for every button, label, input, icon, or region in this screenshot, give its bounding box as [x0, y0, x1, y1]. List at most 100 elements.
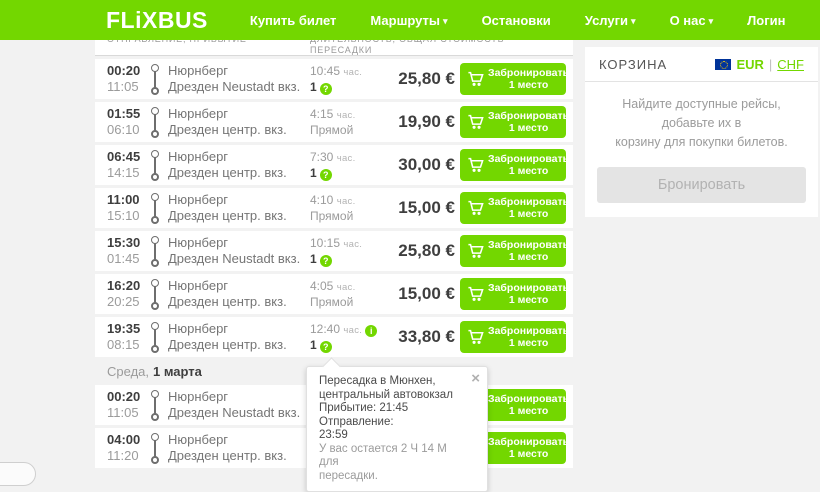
- from-station: Нюрнберг: [168, 149, 229, 164]
- arrival-time: 14:15: [107, 165, 140, 180]
- from-station: Нюрнберг: [168, 389, 229, 404]
- to-station: Дрезден Neustadt вкз.: [168, 79, 301, 94]
- to-station: Дрезден центр. вкз.: [168, 337, 287, 352]
- trip-price: 15,00 €: [398, 284, 455, 303]
- book-button[interactable]: Забронировать 1 место: [460, 149, 569, 181]
- arrival-time: 06:10: [107, 122, 140, 137]
- departure-time: 04:00: [107, 432, 141, 447]
- nav-buy-ticket[interactable]: Купить билет: [249, 12, 337, 28]
- duration: 10:45: [310, 63, 341, 78]
- arrival-time: 01:45: [107, 251, 140, 266]
- direct-label: Прямой: [310, 294, 354, 309]
- from-station: Нюрнберг: [168, 235, 229, 250]
- departure-time: 06:45: [107, 149, 141, 164]
- book-button[interactable]: Забронировать 1 место: [460, 63, 569, 95]
- to-station: Дрезден центр. вкз.: [168, 122, 287, 137]
- trip-price: 19,90 €: [398, 112, 455, 131]
- duration: 7:30: [310, 149, 334, 164]
- cart-icon: [468, 71, 484, 86]
- transfer-count: 1: [310, 79, 317, 94]
- info-icon[interactable]: i: [365, 324, 378, 337]
- duration: 10:15: [310, 235, 341, 250]
- column-header-departure: ОТПРАВЛЕНИЕ, ПРИБЫТИЕ: [107, 40, 310, 55]
- from-station: Нюрнберг: [168, 278, 229, 293]
- trip-price: 25,80 €: [398, 69, 455, 88]
- close-icon[interactable]: ×: [471, 370, 480, 387]
- trip-row: 00:20 11:05 Нюрнберг Дрезден Neustadt вкз.…: [95, 59, 573, 99]
- from-station: Нюрнберг: [168, 63, 229, 78]
- from-station: Нюрнберг: [168, 321, 229, 336]
- to-station: Дрезден центр. вкз.: [168, 165, 287, 180]
- transfer-count: 1: [310, 337, 317, 352]
- transfer-count: 1: [310, 165, 317, 180]
- trip-row: 01:55 06:10 Нюрнберг Дрезден центр. вкз. 4…: [95, 102, 573, 142]
- cart-icon: [468, 114, 484, 129]
- from-station: Нюрнберг: [168, 192, 229, 207]
- list-column-headers: ОТПРАВЛЕНИЕ, ПРИБЫТИЕ ДЛИТЕЛЬНОСТЬ, ОБЩА…: [95, 40, 573, 56]
- date-separator: Среда, 1 марта: [107, 363, 202, 379]
- topbar-right: Логин Ru ▾: [747, 12, 820, 28]
- book-button[interactable]: Забронировать 1 место: [460, 321, 569, 353]
- arrival-time: 11:20: [107, 448, 139, 463]
- chevron-down-icon: ▾: [631, 15, 636, 26]
- departure-time: 00:20: [107, 389, 141, 404]
- duration: 12:40: [310, 321, 341, 336]
- trip-price: 25,80 €: [398, 241, 455, 260]
- question-icon[interactable]: ?: [319, 254, 332, 267]
- login-button[interactable]: Логин: [747, 12, 786, 28]
- nav-services[interactable]: Услуги ▾: [584, 12, 636, 28]
- departure-time: 11:00: [107, 192, 140, 207]
- route-icon: [151, 236, 159, 267]
- route-icon: [151, 64, 159, 95]
- duration: 4:10: [310, 192, 334, 207]
- tooltip-schedule: Прибытие: 21:45 Отправление:: [319, 402, 409, 428]
- route-icon: [151, 390, 159, 421]
- cart-title: КОРЗИНА: [599, 57, 668, 72]
- book-button[interactable]: Забронировать 1 место: [460, 192, 569, 224]
- currency-eur[interactable]: EUR: [736, 57, 764, 72]
- route-icon: [151, 107, 159, 138]
- departure-time: 15:30: [107, 235, 141, 250]
- question-icon[interactable]: ?: [319, 340, 332, 353]
- transfer-count: 1: [310, 251, 317, 266]
- departure-time: 19:35: [107, 321, 141, 336]
- arrival-time: 11:05: [107, 79, 139, 94]
- trip-row: 15:30 01:45 Нюрнберг Дрезден Neustadt вкз.…: [95, 231, 573, 271]
- route-icon: [151, 193, 159, 224]
- chevron-down-icon: ▾: [443, 15, 448, 26]
- column-header-duration: ДЛИТЕЛЬНОСТЬ, ОБЩАЯ СТОИМОСТЬ ПЕРЕСАДКИ: [310, 40, 504, 55]
- question-icon[interactable]: ?: [319, 168, 332, 181]
- trip-row: 16:20 20:25 Нюрнберг Дрезден центр. вкз. 4…: [95, 274, 573, 314]
- currency-chf[interactable]: CHF: [777, 57, 804, 72]
- trip-price: 15,00 €: [398, 198, 455, 217]
- arrival-time: 20:25: [107, 294, 140, 309]
- to-station: Дрезден центр. вкз.: [168, 294, 287, 309]
- cart-icon: [468, 157, 484, 172]
- chevron-down-icon: ▾: [708, 15, 714, 26]
- departure-time: 01:55: [107, 106, 141, 121]
- flixbus-logo[interactable]: FLiXBUS: [106, 7, 208, 33]
- book-button[interactable]: Забронировать 1 место: [460, 278, 569, 310]
- tooltip-transfer-location: Пересадка в Мюнхен,: [319, 375, 436, 387]
- nav-routes[interactable]: Маршруты ▾: [370, 12, 448, 28]
- main-nav: Купить билет Маршруты ▾ Остановки Услуги ▾…: [250, 13, 747, 28]
- nav-about[interactable]: О нас ▾: [669, 12, 714, 28]
- eu-flag-icon: [715, 59, 732, 70]
- trip-price: 30,00 €: [398, 155, 455, 174]
- cart-icon: [468, 200, 484, 215]
- top-nav-bar: FLiXBUS Купить билет Маршруты ▾ Остановки…: [0, 0, 820, 40]
- trip-results-list: ОТПРАВЛЕНИЕ, ПРИБЫТИЕ ДЛИТЕЛЬНОСТЬ, ОБЩА…: [95, 40, 573, 471]
- route-icon: [151, 322, 159, 353]
- book-button[interactable]: Забронировать 1 место: [460, 106, 569, 138]
- tooltip-note: У вас остается 2 Ч 14 М для: [319, 442, 447, 469]
- cart-book-button[interactable]: Бронировать: [597, 167, 806, 203]
- currency-switcher: EUR | CHF: [715, 57, 804, 72]
- arrival-time: 15:10: [107, 208, 140, 223]
- nav-stops[interactable]: Остановки: [481, 12, 551, 28]
- to-station: Дрезден центр. вкз.: [168, 448, 287, 463]
- duration: 4:15: [310, 106, 334, 121]
- book-button[interactable]: Забронировать 1 место: [460, 235, 569, 267]
- question-icon[interactable]: ?: [319, 82, 332, 95]
- to-station: Дрезден Neustadt вкз.: [168, 405, 301, 420]
- cart-icon: [468, 329, 484, 344]
